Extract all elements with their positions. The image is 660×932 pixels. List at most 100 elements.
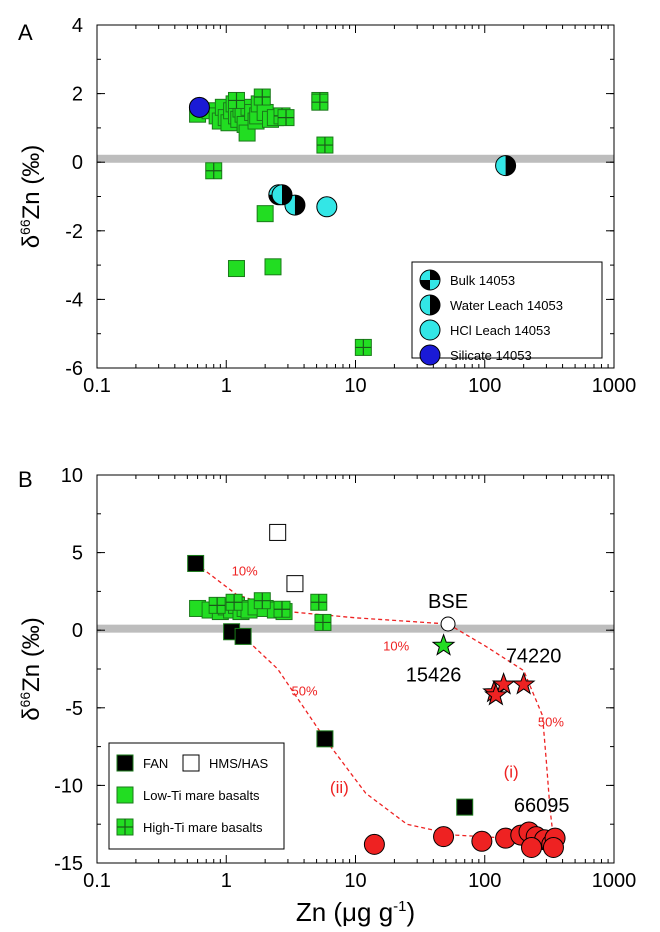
marker-fan bbox=[316, 730, 334, 748]
marker-water-leach-14053-ring bbox=[284, 194, 306, 216]
annotation-bse: BSE bbox=[428, 591, 468, 613]
marker-water-leach-14053 bbox=[271, 184, 293, 206]
annotation-74220: 74220 bbox=[506, 646, 562, 668]
marker-hms-has bbox=[269, 523, 287, 541]
legend-label: HMS/HAS bbox=[209, 756, 269, 771]
marker-water-leach-14053-ring bbox=[495, 155, 517, 177]
marker-high-ti-mare-basalts bbox=[253, 592, 271, 610]
legend-marker bbox=[182, 754, 200, 772]
annotation-66095: 66095 bbox=[514, 795, 570, 817]
marker-fan bbox=[456, 798, 474, 816]
marker-water-leach-14053-ring bbox=[271, 184, 293, 206]
marker-74220 bbox=[484, 682, 508, 706]
marker-silicate-14053 bbox=[188, 96, 210, 118]
marker-high-ti-mare-basalts bbox=[310, 593, 328, 611]
annotation-curve-ii: (ii) bbox=[330, 778, 349, 797]
marker-high-ti-mare-basalts bbox=[316, 136, 334, 154]
marker-high-ti-mare-basalts bbox=[253, 88, 271, 106]
legend-label: High-Ti mare basalts bbox=[143, 820, 263, 835]
marker-water-leach-14053-right bbox=[282, 184, 293, 205]
marker-low-ti-mare-basalts bbox=[264, 258, 282, 276]
legend-marker-q3 bbox=[420, 280, 430, 290]
legend-label: Low-Ti mare basalts bbox=[143, 788, 260, 803]
legend-box bbox=[411, 261, 603, 359]
legend-marker bbox=[419, 269, 441, 291]
annotation-pct: 50% bbox=[538, 714, 564, 729]
marker-hms-has bbox=[286, 575, 304, 593]
legend-marker bbox=[419, 319, 441, 341]
legend-marker-ring bbox=[419, 294, 441, 316]
legend-marker-ring bbox=[419, 269, 441, 291]
panel-label: A bbox=[18, 20, 33, 45]
marker-low-ti-mare-basalts bbox=[227, 260, 245, 278]
zero-band bbox=[97, 154, 614, 163]
y-tick-label: -6 bbox=[65, 358, 83, 380]
marker-high-ti-mare-basalts bbox=[227, 91, 245, 109]
marker-high-ti-mare-basalts bbox=[208, 596, 226, 614]
marker-fan bbox=[187, 554, 205, 572]
marker-water-leach-14053 bbox=[495, 155, 517, 177]
x-tick-label: 1 bbox=[221, 870, 232, 892]
legend-label: FAN bbox=[143, 756, 168, 771]
annotation-pct: 50% bbox=[292, 683, 318, 698]
y-tick-label: 0 bbox=[72, 152, 83, 174]
marker-fan bbox=[234, 627, 252, 645]
y-tick-label: -2 bbox=[65, 221, 83, 243]
legend-label: Water Leach 14053 bbox=[450, 298, 563, 313]
mixing-curve bbox=[447, 623, 555, 839]
annotation-15426: 15426 bbox=[406, 665, 462, 687]
x-tick-label: 10 bbox=[344, 870, 366, 892]
panel-b: B 0.1 1 10 100 1000 -15 -10 -5 0 5 10 δ66Zn (‰) Zn (μ… bbox=[17, 465, 636, 927]
y-tick-label: -5 bbox=[65, 698, 83, 720]
marker-high-ti-mare-basalts bbox=[277, 109, 295, 127]
marker-water-leach-14053-left bbox=[495, 155, 506, 176]
y-tick-label: -10 bbox=[54, 775, 83, 797]
x-tick-label: 10 bbox=[344, 375, 366, 397]
y-tick-label: -15 bbox=[54, 853, 83, 875]
legend-marker-q1 bbox=[430, 270, 440, 280]
marker-water-leach-14053-left bbox=[272, 184, 283, 205]
x-tick-label: 100 bbox=[468, 375, 501, 397]
marker-high-ti-mare-basalts bbox=[273, 600, 291, 618]
y-tick-label: 10 bbox=[61, 465, 83, 487]
marker-high-ti-mare-basalts bbox=[205, 162, 223, 180]
legend-marker-left bbox=[420, 295, 430, 315]
marker-15426 bbox=[431, 633, 456, 656]
x-tick-label: 1000 bbox=[592, 375, 637, 397]
y-tick-label: 4 bbox=[72, 15, 83, 37]
x-axis-label: Zn (μg g-1) bbox=[296, 897, 415, 927]
x-tick-label: 0.1 bbox=[83, 870, 111, 892]
y-axis-label: δ66Zn (‰) bbox=[17, 145, 45, 249]
marker-high-ti-mare-basalts bbox=[354, 338, 372, 356]
marker-high-ti-mare-basalts bbox=[225, 593, 243, 611]
legend-marker bbox=[116, 818, 134, 836]
legend-marker-right bbox=[430, 295, 440, 315]
marker-66095 bbox=[433, 826, 455, 848]
marker-water-leach-14053-right bbox=[505, 155, 516, 176]
x-tick-label: 1000 bbox=[592, 870, 637, 892]
x-tick-label: 1 bbox=[221, 375, 232, 397]
marker-74220 bbox=[511, 672, 536, 695]
marker-high-ti-mare-basalts bbox=[314, 613, 332, 631]
legend-marker bbox=[419, 294, 441, 316]
y-tick-label: 2 bbox=[72, 84, 83, 106]
y-tick-label: -4 bbox=[65, 289, 83, 311]
legend-label: Bulk 14053 bbox=[450, 273, 515, 288]
panel-label: B bbox=[18, 467, 33, 492]
legend-label: HCl Leach 14053 bbox=[450, 323, 550, 338]
marker-66095 bbox=[542, 836, 564, 858]
legend-marker bbox=[419, 344, 441, 366]
legend-label: Silicate 14053 bbox=[450, 348, 532, 363]
y-axis-label: δ66Zn (‰) bbox=[17, 617, 45, 721]
marker-low-ti-mare-basalts bbox=[256, 205, 274, 223]
legend-marker bbox=[116, 786, 134, 804]
annotation-pct: 10% bbox=[383, 639, 409, 654]
marker-66095 bbox=[521, 836, 543, 858]
marker-bse bbox=[440, 616, 456, 632]
panel-a: A 0.1 1 10 100 1000 -6 -4 -2 0 2 4 δ66Zn (‰) Bulk 140… bbox=[17, 15, 636, 397]
marker-74220 bbox=[491, 672, 516, 695]
marker-water-leach-14053-right bbox=[294, 195, 305, 216]
zero-band bbox=[97, 624, 614, 633]
marker-hcl-leach-14053 bbox=[316, 196, 338, 218]
